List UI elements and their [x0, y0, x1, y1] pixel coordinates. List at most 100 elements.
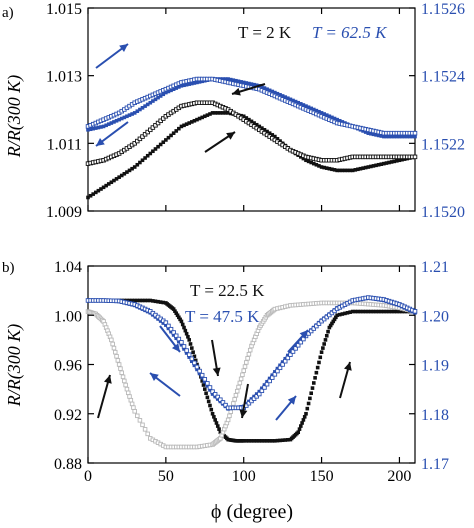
data-point	[267, 131, 272, 135]
y2-tick-label: 1.20	[421, 308, 449, 325]
data-point	[202, 387, 207, 391]
data-point	[226, 77, 230, 81]
data-point	[158, 94, 163, 98]
data-point	[178, 317, 182, 322]
data-point	[173, 333, 179, 339]
data-point	[145, 431, 150, 437]
data-point	[402, 134, 407, 139]
data-point	[280, 360, 285, 364]
data-point	[345, 310, 350, 315]
data-point	[182, 347, 186, 351]
data-point	[184, 331, 189, 336]
data-point	[212, 415, 216, 419]
data-point	[199, 372, 205, 378]
data-point	[135, 162, 140, 167]
data-point	[188, 342, 193, 346]
data-point	[130, 112, 134, 116]
panel-a-plot-area	[85, 43, 418, 200]
data-point	[86, 195, 90, 200]
data-point	[324, 333, 329, 338]
data-point	[363, 165, 368, 170]
data-point	[246, 400, 252, 406]
data-point	[140, 106, 145, 110]
data-point	[247, 117, 251, 122]
data-point	[400, 134, 404, 139]
data-point	[280, 94, 285, 98]
data-point	[335, 168, 339, 173]
data-point	[283, 356, 288, 361]
data-point	[182, 123, 186, 128]
data-point	[259, 388, 265, 394]
data-point	[304, 104, 308, 108]
data-point	[242, 364, 248, 369]
data-point	[332, 168, 337, 172]
data-point	[228, 77, 233, 82]
x-tick-label: 0	[84, 468, 92, 485]
data-point	[156, 144, 160, 149]
arrow-head	[344, 362, 352, 371]
data-point	[245, 356, 250, 361]
data-point	[179, 340, 184, 345]
data-point	[109, 337, 114, 343]
data-point	[184, 351, 189, 355]
data-point	[130, 298, 134, 303]
series-2	[85, 100, 418, 166]
panel-b-chart: b) R/R(300 K) 0.88 0.92 0.96 1.00 1.04 1.17 1.…	[2, 259, 449, 523]
panel-a-label: a)	[2, 5, 14, 21]
data-point	[135, 298, 140, 303]
data-point	[115, 358, 121, 363]
data-point	[109, 121, 114, 125]
data-point	[180, 322, 185, 327]
arrow-head	[287, 396, 296, 405]
data-point	[117, 175, 121, 179]
data-point	[267, 88, 272, 93]
data-point	[241, 439, 246, 443]
data-point	[112, 349, 118, 355]
data-point	[201, 383, 206, 387]
data-point	[265, 87, 269, 91]
data-point	[184, 348, 189, 353]
data-point	[174, 336, 179, 341]
data-point	[208, 112, 212, 116]
data-point	[283, 438, 288, 442]
data-point	[264, 381, 270, 387]
data-point	[335, 117, 339, 122]
data-point	[110, 341, 115, 347]
data-point	[158, 118, 163, 124]
data-point	[356, 309, 360, 314]
data-point	[192, 118, 197, 123]
data-point	[273, 370, 277, 374]
data-point	[384, 309, 389, 314]
data-point	[138, 160, 142, 165]
data-point	[297, 427, 302, 431]
data-point	[280, 362, 285, 367]
data-point	[192, 363, 197, 368]
data-point	[153, 123, 158, 128]
data-point	[132, 409, 137, 414]
data-point	[260, 85, 264, 89]
y2-tick-label: 1.21	[421, 259, 449, 276]
data-point	[323, 338, 328, 342]
data-point	[311, 381, 316, 385]
x-tick-label: 200	[387, 468, 411, 485]
data-point	[234, 388, 240, 394]
data-point	[400, 157, 404, 162]
data-point	[408, 134, 412, 139]
data-point	[164, 90, 168, 95]
data-point	[384, 134, 389, 139]
data-point	[382, 309, 386, 314]
data-point	[179, 343, 184, 347]
data-point	[142, 132, 148, 137]
data-point	[252, 439, 256, 443]
data-point	[215, 111, 220, 115]
data-point	[293, 346, 298, 351]
data-point	[374, 163, 378, 168]
data-point	[322, 342, 326, 346]
data-point	[169, 133, 173, 138]
data-point	[308, 396, 312, 401]
data-point	[356, 167, 360, 172]
data-point	[301, 336, 306, 342]
data-point	[155, 120, 161, 126]
panel-b-label: b)	[2, 260, 15, 276]
data-point	[140, 422, 145, 428]
